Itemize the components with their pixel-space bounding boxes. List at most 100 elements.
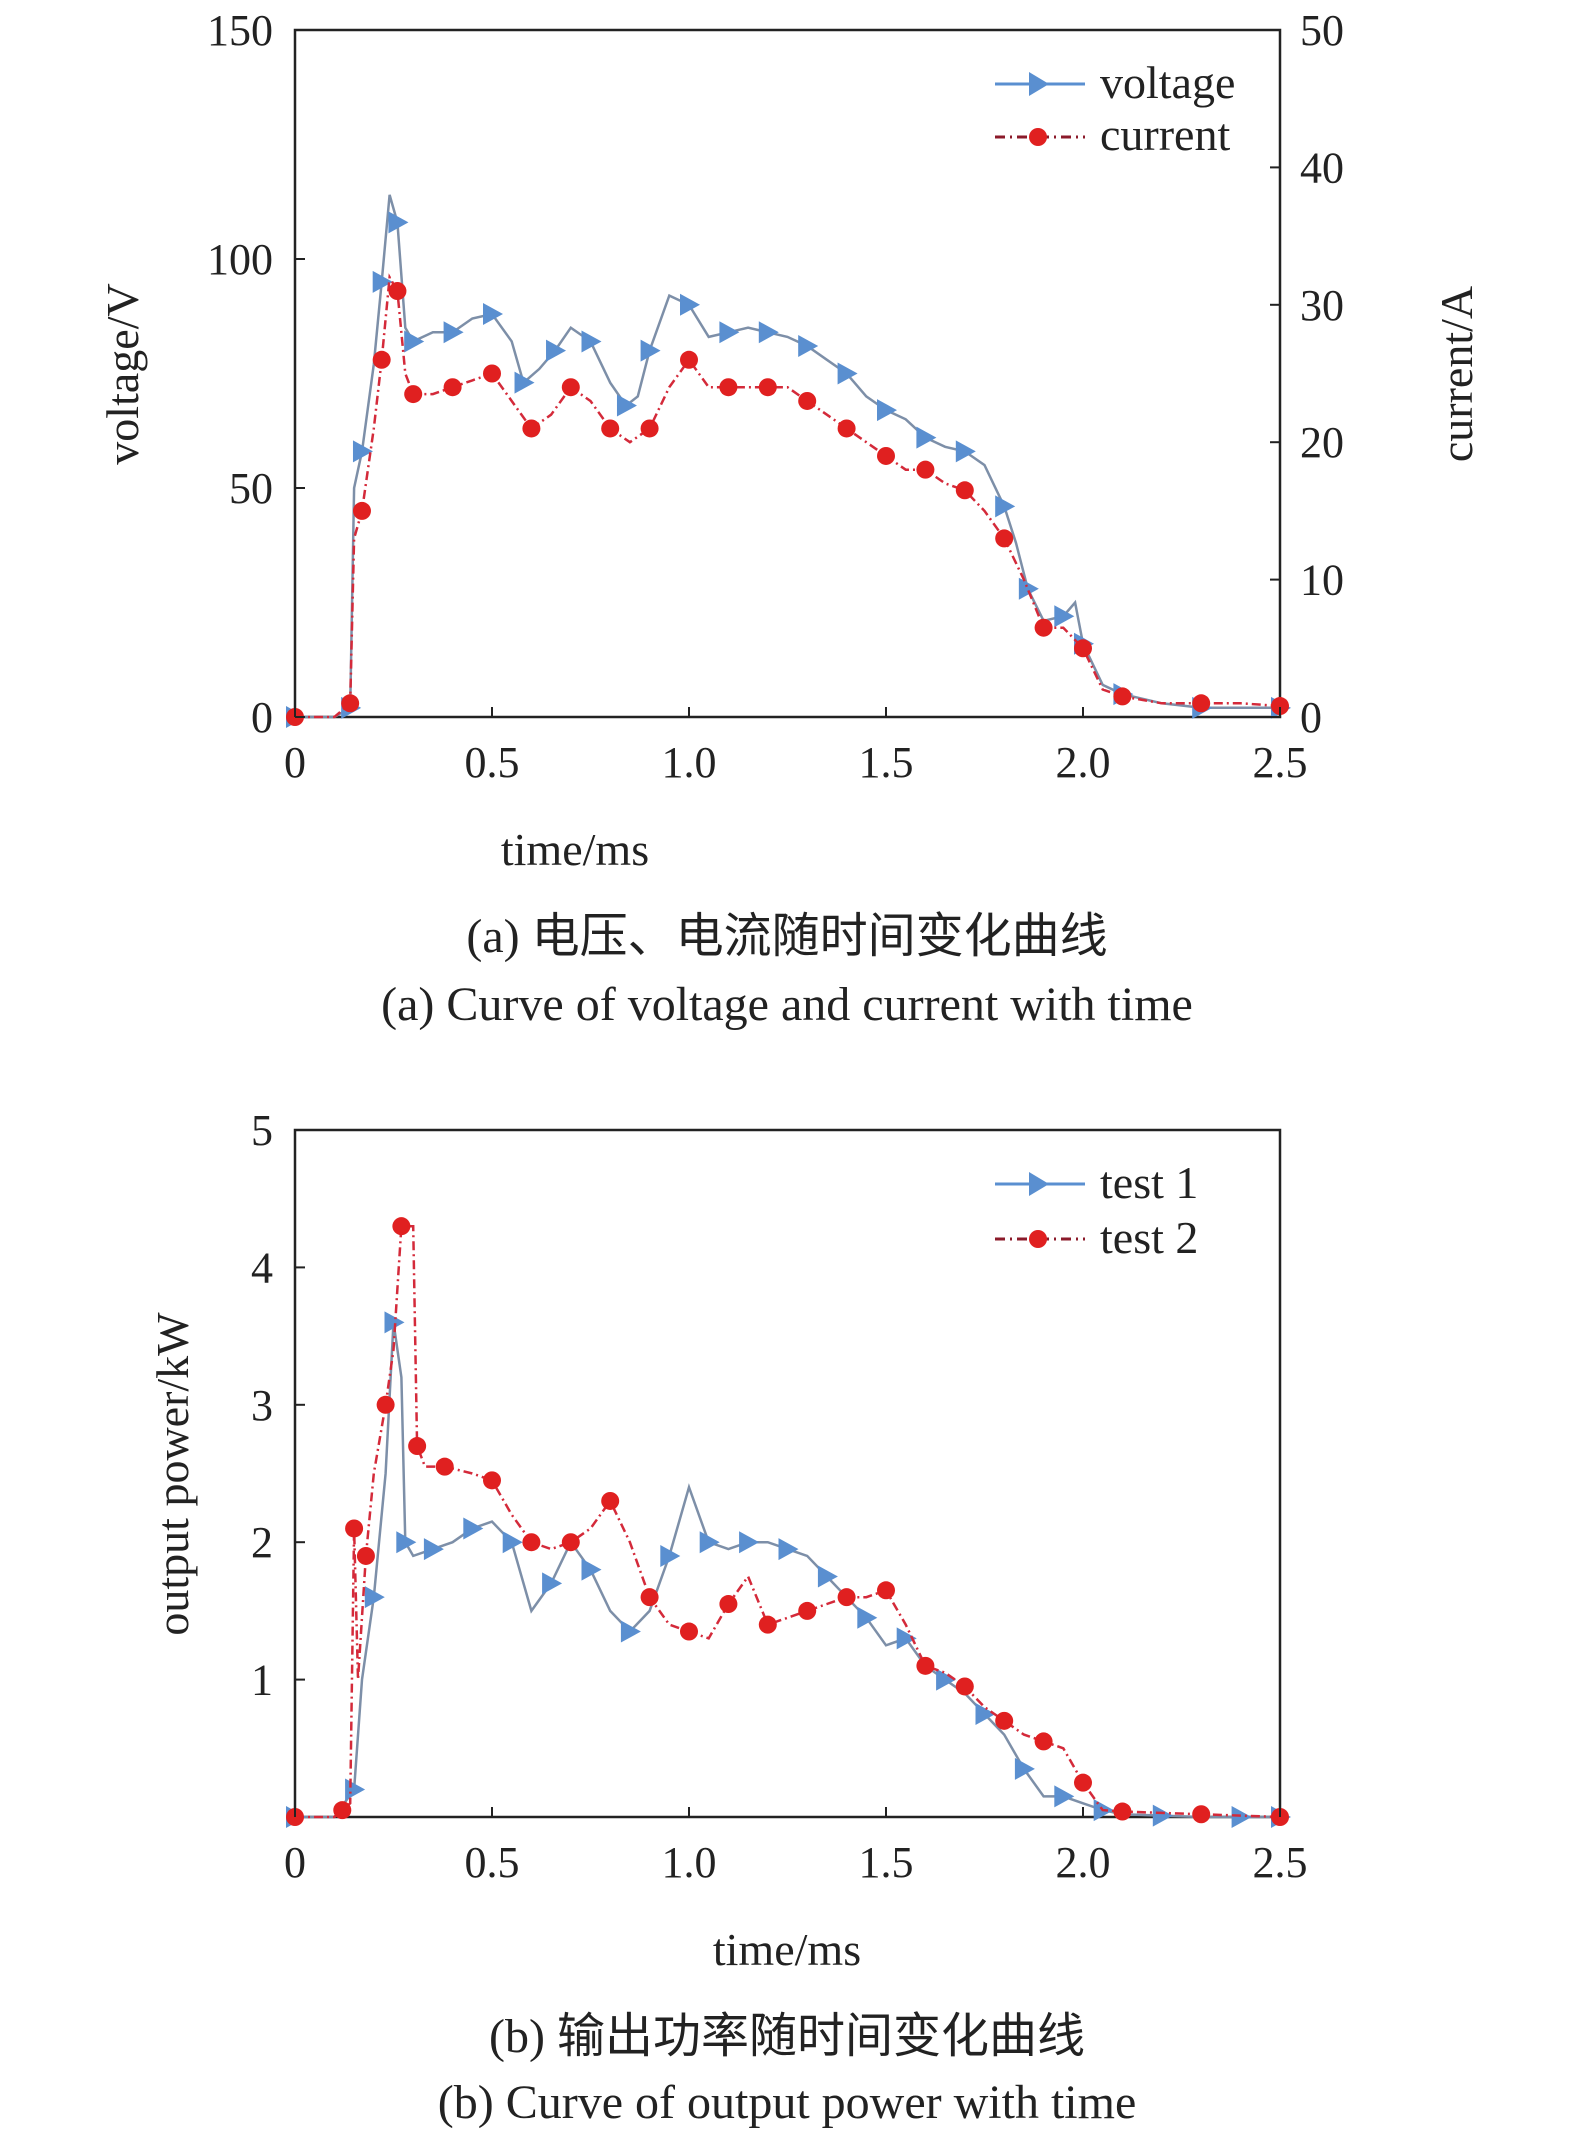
x-tick-label-a: 0: [284, 738, 306, 787]
x-tick-label-b: 1.0: [662, 1838, 717, 1887]
y-axis-label-left-a: voltage/V: [97, 283, 148, 464]
data-point-test1: [739, 1531, 759, 1553]
data-point-test2: [333, 1801, 351, 1819]
data-point-test1: [1054, 1785, 1074, 1807]
data-point-test1: [463, 1517, 483, 1539]
data-point-test2: [641, 1588, 659, 1606]
x-axis-label-b: time/ms: [713, 1924, 861, 1975]
x-tick-label-b: 2.5: [1253, 1838, 1308, 1887]
series-line-test2: [295, 1226, 1280, 1817]
series-line-voltage: [295, 195, 1280, 717]
legend-label-current: current: [1100, 109, 1230, 160]
caption-en-a: (a) Curve of voltage and current with ti…: [381, 978, 1193, 1031]
data-point-test2: [798, 1602, 816, 1620]
series-layer-b: [286, 1217, 1291, 1828]
data-point-voltage: [680, 294, 700, 316]
data-point-current: [1035, 619, 1053, 637]
data-point-current: [373, 351, 391, 369]
data-point-voltage: [995, 495, 1015, 517]
data-point-test2: [601, 1492, 619, 1510]
data-point-voltage: [546, 340, 566, 362]
data-point-test2: [956, 1677, 974, 1695]
y-tick-label-left-a: 0: [251, 693, 273, 742]
legend-marker-current: [1029, 128, 1047, 146]
data-point-current: [562, 378, 580, 396]
x-tick-label-a: 0.5: [465, 738, 520, 787]
data-point-current: [838, 419, 856, 437]
data-point-voltage: [641, 340, 661, 362]
y-axis-label-right-a: current/A: [1431, 286, 1482, 462]
y-tick-label-right-a: 20: [1300, 418, 1344, 467]
data-point-test2: [377, 1396, 395, 1414]
legend-marker-test2: [1029, 1230, 1047, 1248]
y-tick-label-left-a: 100: [207, 235, 273, 284]
legend-b: test 1 test 2: [995, 1157, 1198, 1263]
data-point-current: [877, 447, 895, 465]
data-point-test1: [897, 1627, 917, 1649]
data-point-voltage: [483, 303, 503, 325]
data-point-voltage: [719, 321, 739, 343]
x-tick-label-b: 1.5: [859, 1838, 914, 1887]
caption-en-b: (b) Curve of output power with time: [438, 2076, 1137, 2129]
data-point-test2: [877, 1581, 895, 1599]
data-point-current: [388, 282, 406, 300]
data-point-current: [995, 529, 1013, 547]
data-point-test2: [483, 1471, 501, 1489]
data-point-test2: [357, 1547, 375, 1565]
caption-cn-b: (b) 输出功率随时间变化曲线: [489, 2010, 1085, 2063]
x-tick-label-b: 0: [284, 1838, 306, 1887]
data-point-test1: [424, 1538, 444, 1560]
legend-label-test2: test 2: [1100, 1212, 1198, 1263]
data-point-current: [483, 365, 501, 383]
data-point-test2: [995, 1712, 1013, 1730]
data-point-current: [680, 351, 698, 369]
data-point-test1: [1232, 1806, 1252, 1828]
y-axis-label-b: output power/kW: [147, 1312, 198, 1636]
figure-canvas: 0 0.5 1.0 1.5 2.0 2.505010015001020304050 tim…: [0, 0, 1575, 2138]
data-point-test2: [522, 1533, 540, 1551]
y-tick-label-b: 1: [251, 1656, 273, 1705]
data-point-voltage: [582, 330, 602, 352]
data-point-current: [601, 419, 619, 437]
data-point-test2: [1113, 1803, 1131, 1821]
data-point-voltage: [444, 321, 464, 343]
y-tick-label-right-a: 0: [1300, 693, 1322, 742]
x-tick-label-b: 2.0: [1056, 1838, 1111, 1887]
legend-label-voltage: voltage: [1100, 57, 1235, 108]
x-tick-label-a: 2.0: [1056, 738, 1111, 787]
data-point-test1: [582, 1559, 602, 1581]
data-point-current: [719, 378, 737, 396]
y-tick-label-b: 5: [251, 1106, 273, 1155]
data-point-test2: [345, 1519, 363, 1537]
data-point-current: [353, 502, 371, 520]
data-point-voltage: [759, 321, 779, 343]
data-point-current: [1192, 694, 1210, 712]
data-point-test2: [1035, 1732, 1053, 1750]
series-line-test1: [295, 1322, 1280, 1817]
caption-cn-a: (a) 电压、电流随时间变化曲线: [466, 910, 1107, 963]
y-tick-label-left-a: 50: [229, 464, 273, 513]
data-point-test2: [1074, 1774, 1092, 1792]
data-point-current: [444, 378, 462, 396]
data-point-test2: [1192, 1805, 1210, 1823]
data-point-test1: [1015, 1758, 1035, 1780]
data-point-current: [916, 461, 934, 479]
data-point-current: [798, 392, 816, 410]
data-point-voltage: [956, 440, 976, 462]
legend-marker-test1: [1029, 1172, 1049, 1196]
data-point-test2: [562, 1533, 580, 1551]
data-point-voltage: [798, 335, 818, 357]
data-point-voltage: [916, 427, 936, 449]
data-point-test2: [916, 1657, 934, 1675]
y-tick-label-right-a: 30: [1300, 281, 1344, 330]
data-point-current: [341, 694, 359, 712]
data-point-voltage: [877, 399, 897, 421]
data-point-test2: [759, 1616, 777, 1634]
x-tick-label-a: 1.5: [859, 738, 914, 787]
data-point-current: [759, 378, 777, 396]
x-tick-label-a: 1.0: [662, 738, 717, 787]
x-tick-label-b: 0.5: [465, 1838, 520, 1887]
data-point-test1: [542, 1572, 562, 1594]
data-point-test2: [680, 1623, 698, 1641]
y-tick-label-b: 2: [251, 1518, 273, 1567]
